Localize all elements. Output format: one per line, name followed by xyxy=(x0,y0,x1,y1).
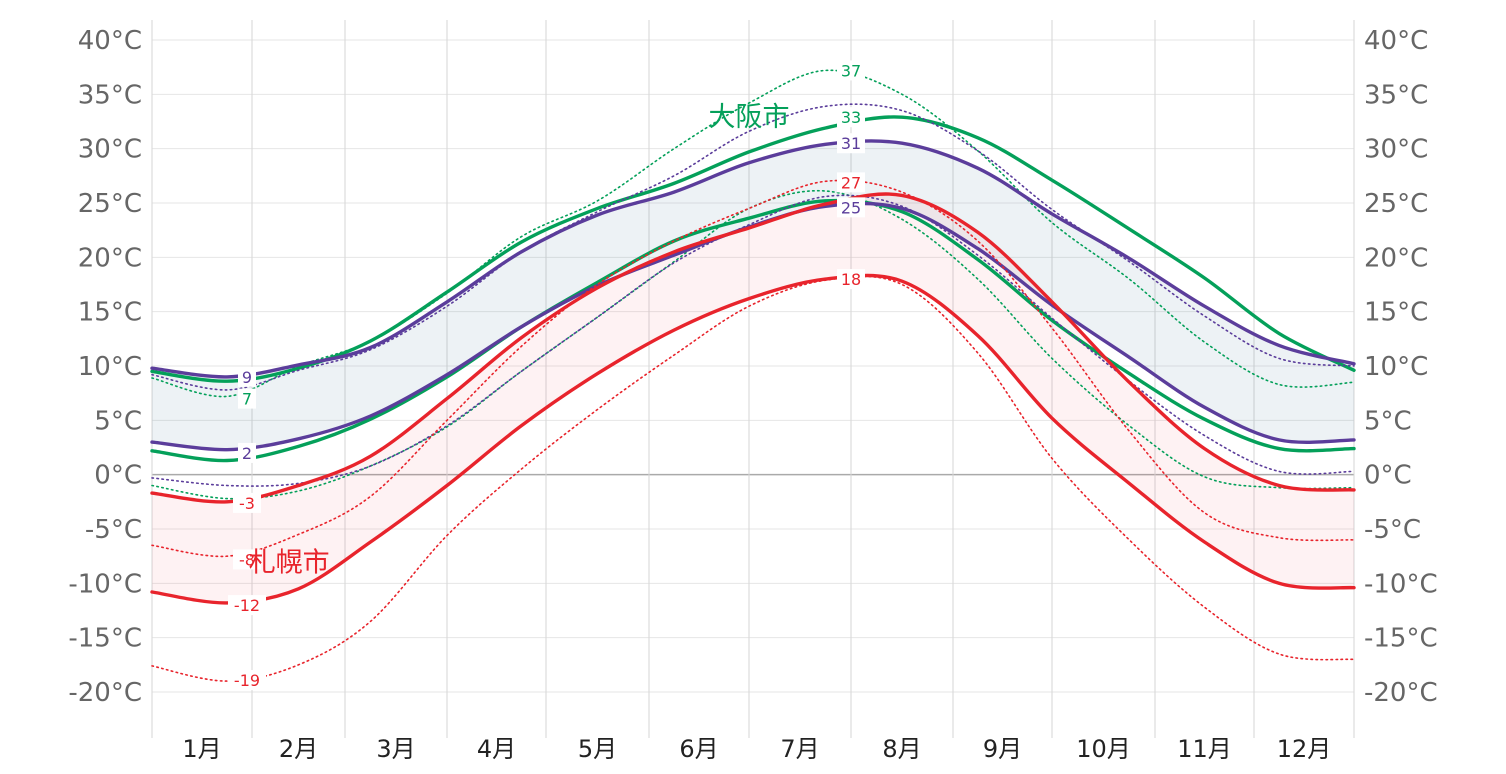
data-label: 31 xyxy=(841,134,861,153)
series-2-low-line xyxy=(150,273,1356,605)
x-tick-label: 6月 xyxy=(679,735,718,763)
data-label-bg xyxy=(837,60,865,81)
x-tick-label: 8月 xyxy=(882,735,921,763)
y-tick-right: 35°C xyxy=(1364,80,1428,110)
y-tick-right: -20°C xyxy=(1364,678,1438,708)
data-label: 18 xyxy=(841,270,861,289)
y-tick-left: -10°C xyxy=(68,569,142,599)
data-label-bg xyxy=(837,197,865,218)
y-tick-left: 30°C xyxy=(78,135,142,165)
range-band-2 xyxy=(152,193,1354,603)
series-2-high-line xyxy=(150,192,1356,504)
y-tick-left: 0°C xyxy=(94,461,142,491)
series-lines xyxy=(150,69,1356,682)
data-label-bg xyxy=(238,442,256,463)
data-label: -12 xyxy=(234,596,260,615)
range-band-1 xyxy=(152,140,1354,450)
y-tick-left: 10°C xyxy=(78,352,142,382)
series-0-high-line xyxy=(150,115,1356,383)
y-tick-right: 30°C xyxy=(1364,135,1428,165)
y-tick-right: 0°C xyxy=(1364,461,1412,491)
data-label-bg xyxy=(837,269,865,290)
y-tick-left: 15°C xyxy=(78,298,142,328)
grid xyxy=(151,20,1355,738)
series-0-low-line xyxy=(150,198,1356,463)
data-label-bg xyxy=(233,492,261,513)
y-tick-right: 40°C xyxy=(1364,26,1428,56)
series-2-record-high-line xyxy=(151,179,1355,558)
x-tick-label: 3月 xyxy=(376,735,415,763)
x-tick-label: 2月 xyxy=(279,735,318,763)
data-label-bg xyxy=(837,133,865,154)
x-tick-label: 11月 xyxy=(1177,735,1232,763)
data-label-bg xyxy=(228,595,266,616)
y-tick-left: 5°C xyxy=(94,406,142,436)
y-tick-right: 10°C xyxy=(1364,352,1428,382)
y-tick-left: 35°C xyxy=(78,80,142,110)
series-0-record-high-line xyxy=(151,69,1355,398)
data-label: -3 xyxy=(239,494,255,513)
x-tick-label: 10月 xyxy=(1076,735,1131,763)
data-label: 7 xyxy=(242,390,252,409)
x-tick-label: 7月 xyxy=(780,735,819,763)
y-tick-right: -5°C xyxy=(1364,515,1421,545)
data-label-bg xyxy=(238,366,256,387)
y-tick-right: -15°C xyxy=(1364,624,1438,654)
y-tick-right: -10°C xyxy=(1364,569,1438,599)
data-label: 25 xyxy=(841,198,861,217)
data-label-bg xyxy=(228,670,266,691)
data-label: 9 xyxy=(242,368,252,387)
y-tick-right: 15°C xyxy=(1364,298,1428,328)
x-tick-label: 1月 xyxy=(182,735,221,763)
y-tick-left: 40°C xyxy=(78,26,142,56)
data-label: 33 xyxy=(841,108,861,127)
data-label-bg xyxy=(233,549,261,570)
data-label-bg xyxy=(837,172,865,193)
data-label: 37 xyxy=(841,61,861,80)
series-1-record-high-line xyxy=(151,103,1355,391)
y-tick-left: -5°C xyxy=(85,515,142,545)
x-tick-label: 5月 xyxy=(578,735,617,763)
y-tick-left: 20°C xyxy=(78,243,142,273)
x-tick-label: 9月 xyxy=(983,735,1022,763)
y-tick-left: -20°C xyxy=(68,678,142,708)
x-tick-label: 4月 xyxy=(477,735,516,763)
y-tick-right: 20°C xyxy=(1364,243,1428,273)
data-label: -8 xyxy=(239,550,255,569)
y-tick-left: -15°C xyxy=(68,624,142,654)
x-tick-label: 12月 xyxy=(1277,735,1332,763)
data-label-bg xyxy=(837,107,865,128)
y-tick-right: 5°C xyxy=(1364,406,1412,436)
data-label-bg xyxy=(238,388,256,409)
axis-ticks: 40°C 40°C35°C 35°C30°C 30°C25°C 25°C20°C 20°C… xyxy=(68,26,1437,763)
y-tick-left: 25°C xyxy=(78,189,142,219)
y-tick-right: 25°C xyxy=(1364,189,1428,219)
city-label: 札幌市 xyxy=(249,548,330,579)
data-label: 2 xyxy=(242,444,252,463)
range-bands xyxy=(152,140,1354,603)
series-1-record-low-line xyxy=(151,194,1355,487)
data-label: 27 xyxy=(841,173,861,192)
series-1-high-line xyxy=(150,139,1356,379)
data-label: -19 xyxy=(234,671,260,690)
city-label: 大阪市 xyxy=(709,102,790,133)
